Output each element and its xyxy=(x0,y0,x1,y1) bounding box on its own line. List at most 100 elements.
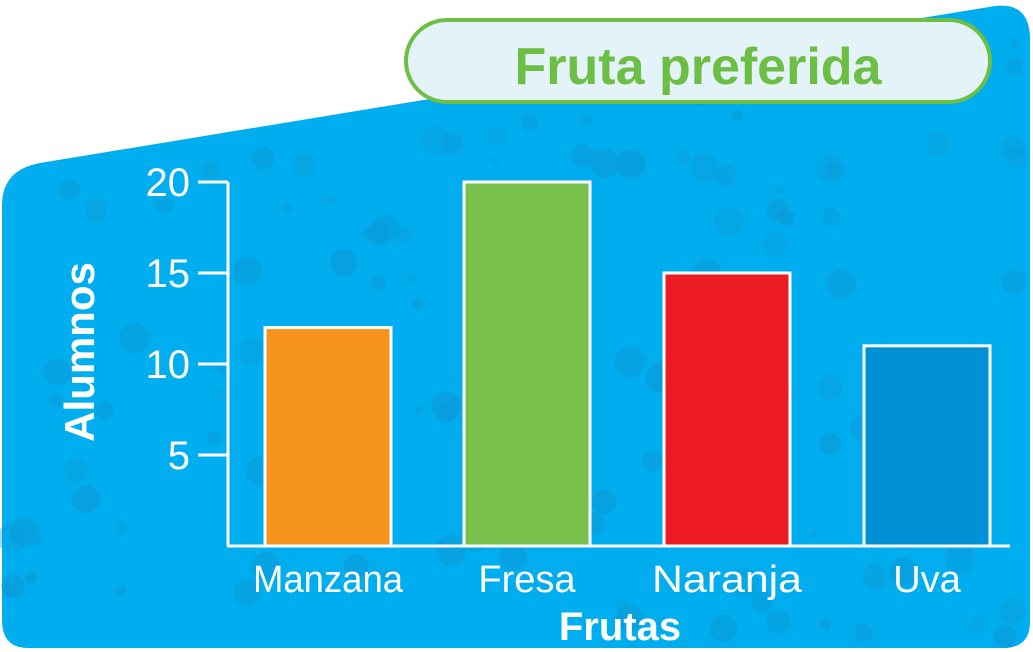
background-dot xyxy=(817,373,843,400)
background-dot xyxy=(367,221,392,246)
background-dot xyxy=(440,132,464,156)
background-dot xyxy=(406,273,416,283)
background-dot xyxy=(233,579,260,607)
background-dot xyxy=(999,598,1026,625)
bar-manzana xyxy=(263,326,393,548)
background-dot xyxy=(238,338,265,365)
background-dot xyxy=(491,155,501,166)
background-dot xyxy=(394,226,413,245)
background-dot xyxy=(620,150,646,177)
background-dot xyxy=(590,148,620,179)
background-dot xyxy=(826,161,844,179)
background-dot xyxy=(117,523,128,533)
background-dot xyxy=(675,150,691,165)
background-dot xyxy=(499,543,528,572)
background-dot xyxy=(487,126,507,146)
background-dot xyxy=(414,404,424,415)
background-dot xyxy=(714,164,737,187)
x-tick-label-naranja: Naranja xyxy=(652,559,803,601)
background-dot xyxy=(968,616,986,633)
bar-naranja xyxy=(662,271,792,548)
x-tick-label-manzana: Manzana xyxy=(253,559,404,601)
background-dot xyxy=(730,568,759,598)
background-dot xyxy=(49,393,63,407)
axes xyxy=(198,180,1010,548)
background-dot xyxy=(925,132,950,156)
title-box-frame xyxy=(404,18,992,104)
background-dot xyxy=(731,110,743,122)
background-dot xyxy=(703,570,716,583)
background-dot xyxy=(115,584,127,596)
x-tick-label-uva: Uva xyxy=(893,559,961,601)
x-axis-label: Frutas xyxy=(559,605,681,649)
background-dot xyxy=(435,534,467,566)
background-dot xyxy=(9,516,40,547)
background-dot xyxy=(64,458,88,483)
x-tick-label-fresa: Fresa xyxy=(478,559,576,601)
background-dot xyxy=(591,489,617,515)
background-dot xyxy=(251,552,281,581)
background-dot xyxy=(1009,38,1020,49)
background-dot xyxy=(816,153,846,184)
background-dot xyxy=(766,609,791,634)
background-dot xyxy=(714,206,744,236)
bars xyxy=(263,180,992,548)
background-dot xyxy=(119,323,150,354)
background-dot xyxy=(94,400,114,420)
background-dot xyxy=(641,450,662,472)
title-box: Fruta preferida xyxy=(404,18,992,104)
background-dot xyxy=(382,569,394,580)
y-axis-label: Alumnos xyxy=(56,262,103,442)
background-dot xyxy=(200,160,220,180)
background-dot xyxy=(58,178,80,201)
background-dot xyxy=(616,605,643,632)
y-tick-label: 5 xyxy=(168,434,190,478)
background-dot xyxy=(412,298,423,309)
background-dot xyxy=(809,529,819,539)
background-dot xyxy=(709,614,738,643)
background-dot xyxy=(689,153,720,183)
bar-fresa xyxy=(462,180,592,548)
background-dot xyxy=(819,432,841,455)
background-dot xyxy=(370,274,387,291)
background-dot xyxy=(1004,57,1023,76)
background-dot xyxy=(232,256,262,286)
background-dot xyxy=(84,198,108,222)
y-tick-label: 20 xyxy=(146,161,191,205)
background-dot xyxy=(252,146,275,170)
background-dot xyxy=(343,554,369,580)
y-tick-labels: 5 10 15 20 xyxy=(146,161,191,478)
y-tick-label: 10 xyxy=(146,343,191,387)
background-dot xyxy=(862,564,888,590)
background-dot xyxy=(281,202,293,214)
background-dot xyxy=(888,557,919,587)
background-dot xyxy=(1001,135,1025,160)
background-dot xyxy=(774,186,783,195)
background-dot xyxy=(750,590,773,613)
bar-uva xyxy=(862,344,992,548)
background-dot xyxy=(614,346,646,378)
background-dot xyxy=(361,227,375,241)
background-dot xyxy=(44,358,72,386)
background-dot xyxy=(216,387,229,400)
background-dot xyxy=(24,571,38,585)
background-dot xyxy=(207,431,222,446)
background-dot xyxy=(1001,269,1026,295)
x-tick-labels: Manzana Fresa Naranja Uva xyxy=(253,559,962,601)
background-dot xyxy=(316,587,325,595)
background-dot xyxy=(854,623,873,642)
background-dot xyxy=(822,207,842,227)
background-dot xyxy=(325,194,336,205)
y-tick-label: 15 xyxy=(146,252,191,296)
background-dot xyxy=(291,154,316,179)
background-dot xyxy=(155,195,174,214)
background-dot xyxy=(766,198,790,222)
background-dot xyxy=(944,543,976,575)
chart-title: Fruta preferida xyxy=(515,38,883,96)
background-dot xyxy=(826,269,856,298)
background-dot xyxy=(330,249,358,277)
background-dot xyxy=(1,574,25,598)
background-dot xyxy=(819,618,832,630)
background-dot xyxy=(216,365,226,375)
